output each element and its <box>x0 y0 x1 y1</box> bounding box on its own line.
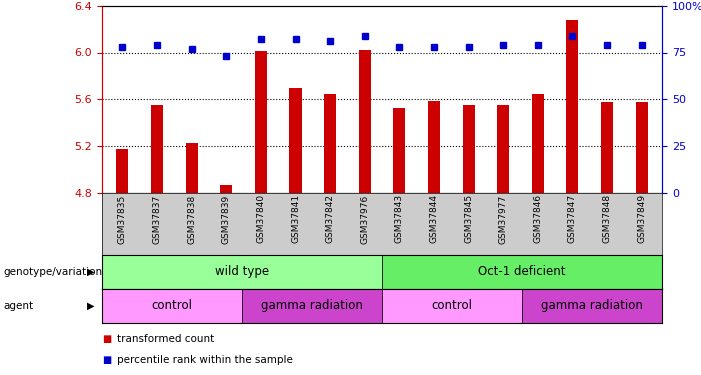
Bar <box>151 105 163 193</box>
Bar <box>116 148 128 193</box>
Bar <box>566 20 578 193</box>
Bar <box>463 105 475 193</box>
Text: Oct-1 deficient: Oct-1 deficient <box>479 266 566 278</box>
Text: GSM37849: GSM37849 <box>637 194 646 243</box>
Text: gamma radiation: gamma radiation <box>261 299 363 312</box>
Bar <box>532 93 544 193</box>
Text: GSM37840: GSM37840 <box>257 194 266 243</box>
Bar <box>601 102 613 193</box>
Text: percentile rank within the sample: percentile rank within the sample <box>117 355 293 365</box>
Bar <box>102 289 242 322</box>
Bar <box>324 93 336 193</box>
Text: GSM37976: GSM37976 <box>360 194 369 244</box>
Text: GSM37838: GSM37838 <box>187 194 196 244</box>
Bar <box>186 143 198 193</box>
Text: GSM37842: GSM37842 <box>326 194 334 243</box>
Text: transformed count: transformed count <box>117 334 215 344</box>
Text: GSM37848: GSM37848 <box>603 194 611 243</box>
Bar <box>522 289 662 322</box>
Text: genotype/variation: genotype/variation <box>4 267 102 277</box>
Text: wild type: wild type <box>215 266 269 278</box>
Text: GSM37841: GSM37841 <box>291 194 300 243</box>
Text: GSM37977: GSM37977 <box>498 194 508 244</box>
Bar <box>636 102 648 193</box>
Text: ▶: ▶ <box>87 301 95 310</box>
Text: GSM37835: GSM37835 <box>118 194 127 244</box>
Bar <box>382 255 662 289</box>
Text: control: control <box>151 299 192 312</box>
Text: ■: ■ <box>102 355 111 365</box>
Text: GSM37847: GSM37847 <box>568 194 577 243</box>
Bar <box>382 289 522 322</box>
Text: GSM37843: GSM37843 <box>395 194 404 243</box>
Text: agent: agent <box>4 301 34 310</box>
Text: gamma radiation: gamma radiation <box>541 299 644 312</box>
Bar <box>102 255 382 289</box>
Text: GSM37837: GSM37837 <box>153 194 161 244</box>
Bar <box>393 108 405 193</box>
Bar <box>428 100 440 193</box>
Text: control: control <box>432 299 472 312</box>
Text: ■: ■ <box>102 334 111 344</box>
Bar <box>497 105 509 193</box>
Bar <box>242 289 382 322</box>
Text: ▶: ▶ <box>87 267 95 277</box>
Text: GSM37845: GSM37845 <box>464 194 473 243</box>
Text: GSM37839: GSM37839 <box>222 194 231 244</box>
Bar <box>359 50 371 193</box>
Bar <box>255 51 267 193</box>
Bar <box>290 88 301 193</box>
Text: GSM37846: GSM37846 <box>533 194 543 243</box>
Text: GSM37844: GSM37844 <box>430 194 438 243</box>
Bar <box>220 185 232 193</box>
